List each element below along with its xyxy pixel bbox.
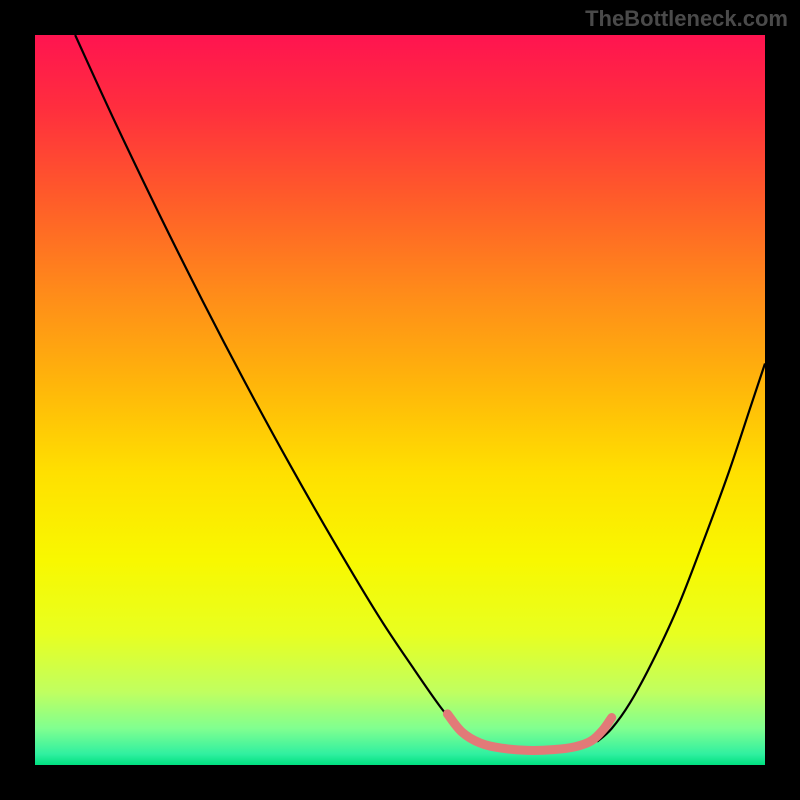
curve-right — [597, 364, 765, 742]
highlight-band — [447, 714, 611, 751]
curve-overlay — [35, 35, 765, 765]
curve-left — [75, 35, 473, 742]
watermark-text: TheBottleneck.com — [585, 6, 788, 32]
chart-container: TheBottleneck.com — [0, 0, 800, 800]
plot-area — [35, 35, 765, 765]
